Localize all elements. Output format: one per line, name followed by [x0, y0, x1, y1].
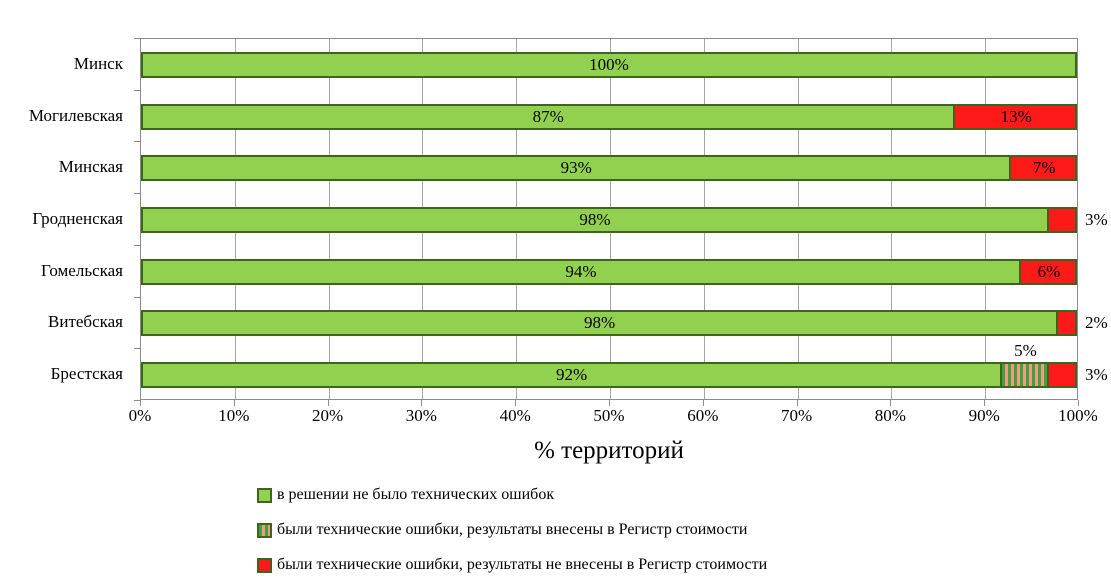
bar-segment-green-solid — [141, 310, 1059, 336]
legend-swatch-green-solid — [257, 487, 272, 503]
x-tick-label: 0% — [128, 406, 152, 425]
data-label: 98% — [579, 210, 611, 229]
data-label: 93% — [560, 158, 592, 177]
x-tick-label: 70% — [781, 406, 813, 425]
category-label: Могилевская — [28, 106, 123, 125]
data-label: 6% — [1037, 262, 1061, 281]
x-axis-tick — [140, 400, 141, 406]
data-label: 5% — [1014, 341, 1037, 360]
bar-segment-red-solid — [1046, 207, 1077, 233]
x-tick-label: 40% — [499, 406, 531, 425]
x-tick-label: 60% — [687, 406, 719, 425]
bar-segment-green-solid — [141, 155, 1012, 181]
legend-item: были технические ошибки, результаты внес… — [257, 519, 767, 541]
x-tick-label: 10% — [218, 406, 250, 425]
bar-row-Витебская: 98% 2% — [141, 310, 1108, 336]
x-tick-label: 100% — [1058, 406, 1098, 425]
data-label: 3% — [1085, 365, 1108, 384]
y-axis-tick — [134, 90, 140, 91]
data-label: 100% — [589, 55, 629, 74]
legend-item: были технические ошибки, результаты не в… — [257, 554, 767, 576]
category-label: Гомельская — [41, 261, 123, 280]
y-axis-tick — [134, 141, 140, 142]
x-axis-tick — [327, 400, 329, 406]
data-label: 13% — [1000, 107, 1032, 126]
bar-segment-red-solid — [1046, 362, 1077, 388]
x-tick-label: 30% — [405, 406, 437, 425]
category-label: Минская — [58, 157, 123, 176]
bar-segment-green-solid — [141, 259, 1021, 285]
data-label: 2% — [1085, 313, 1108, 332]
legend-label: в решении не было технических ошибок — [277, 486, 555, 503]
plot-area: 100% 87% 13% 93% 7% 98% 3% 94% 6% 98% 2% 92% 5% 3% — [140, 38, 1108, 400]
x-tick-label: 90% — [968, 406, 1000, 425]
x-tick-label: 50% — [593, 406, 625, 425]
category-label: Гродненская — [32, 209, 123, 228]
x-axis-tick — [702, 400, 704, 406]
bar-segment-red-solid — [953, 104, 1077, 130]
x-axis-tick — [890, 400, 892, 406]
data-label: 3% — [1085, 210, 1108, 229]
y-axis-tick — [134, 245, 140, 246]
x-axis-tick — [1078, 400, 1079, 406]
x-tick-label: 80% — [874, 406, 906, 425]
category-label: Брестская — [50, 364, 123, 383]
data-label: 92% — [555, 365, 588, 384]
y-axis-tick — [134, 193, 140, 194]
bar-row-Минск: 100% — [141, 52, 1077, 78]
bar-segment-green-striped — [1000, 362, 1049, 388]
bar-segment-green-solid — [141, 207, 1049, 233]
legend-item: в решении не было технических ошибок — [257, 484, 767, 506]
bar-row-Гомельская: 94% 6% — [141, 259, 1077, 285]
x-axis-title: % территорий — [534, 437, 684, 464]
data-label: 87% — [532, 107, 564, 126]
x-axis-tick — [609, 400, 610, 406]
x-axis-tick — [233, 400, 235, 406]
bar-row-Могилевская: 87% 13% — [141, 104, 1077, 130]
legend: в решении не было технических ошибок были… — [257, 484, 767, 578]
bar-segment-green-solid — [141, 104, 956, 130]
y-axis-tick — [134, 348, 140, 349]
legend-label: были технические ошибки, результаты внес… — [277, 521, 748, 538]
legend-swatch-green-striped — [257, 522, 272, 538]
legend-swatch-red-solid — [257, 557, 272, 573]
bar-row-Брестская: 92% 5% 3% — [141, 341, 1108, 388]
legend-label: были технические ошибки, результаты не в… — [277, 556, 768, 573]
x-axis-tick — [984, 400, 986, 406]
x-tick-label: 20% — [312, 406, 344, 425]
y-axis-tick — [134, 297, 140, 298]
category-label: Витебская — [48, 312, 123, 331]
data-label: 94% — [565, 262, 597, 281]
bar-segment-green-solid — [141, 52, 1077, 78]
y-axis-tick — [134, 38, 140, 39]
bar-segment-red-solid — [1018, 259, 1077, 285]
x-axis-tick — [796, 400, 798, 406]
bar-row-Гродненская: 98% 3% — [141, 207, 1108, 233]
data-label: 7% — [1032, 158, 1056, 177]
bar-row-Минская: 93% 7% — [141, 155, 1077, 181]
x-axis-tick — [515, 400, 517, 406]
bar-segment-red-solid — [1056, 310, 1077, 336]
data-label: 98% — [584, 313, 616, 332]
bar-segment-red-solid — [1009, 155, 1077, 181]
category-label: Минск — [73, 54, 123, 73]
bar-segment-green-solid — [141, 362, 1003, 388]
x-axis-tick — [421, 400, 423, 406]
y-axis-tick — [134, 400, 140, 401]
